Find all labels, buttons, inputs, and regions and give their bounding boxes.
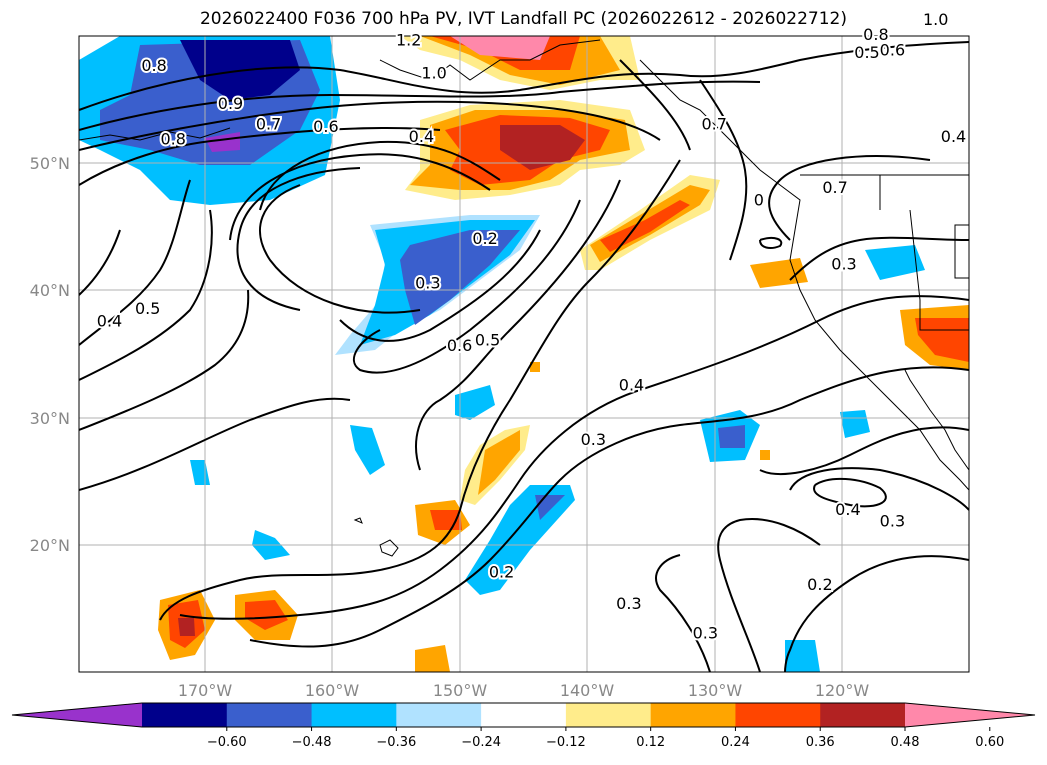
contour-label-4: 0.6: [313, 117, 338, 136]
negative-blob-5: [865, 245, 925, 280]
positive-blob-mid-south-core: [430, 510, 462, 530]
contour-label-1: 0.9: [218, 94, 243, 113]
colorbar-swatch-2: [311, 703, 397, 727]
colorbar-swatch-7: [735, 703, 821, 727]
contour-label-11: 0.5: [475, 331, 500, 350]
contour-label-6: 1.2: [396, 30, 421, 49]
colorbar-tick-label-1: −0.48: [292, 735, 332, 750]
positive-dot-2: [760, 450, 770, 460]
contour-label-27: 0.4: [97, 312, 122, 331]
ivt-contours: [79, 41, 969, 672]
positive-dot-1: [530, 362, 540, 372]
positive-streak-mid-core: [478, 430, 520, 495]
colorbar-tick-label-4: −0.12: [546, 735, 586, 750]
contour-label-16: 0.3: [693, 624, 718, 643]
contour-label-15: 0.3: [616, 594, 641, 613]
map-title: 2026022400 F036 700 hPa PV, IVT Landfall…: [199, 9, 847, 29]
lat-label-40n: 40°N: [30, 281, 70, 300]
contour-label-29: 0.7: [701, 114, 726, 133]
negative-blob-1: [455, 385, 495, 420]
negative-blob-4: [840, 410, 870, 438]
positive-band-east-max: [600, 200, 690, 252]
colorbar-swatch-4: [481, 703, 567, 727]
positive-blob-south: [415, 645, 450, 672]
contour-label-17: 0.2: [807, 575, 832, 594]
colorbar-swatch-5: [565, 703, 652, 727]
colorbar-swatch-1: [226, 703, 313, 727]
colorbar-tick-label-8: 0.48: [891, 735, 920, 750]
colorbar-swatch-3: [396, 703, 482, 727]
positive-blob-sw-2-core: [245, 600, 288, 630]
graticule: [79, 36, 969, 672]
negative-blob-2: [350, 425, 385, 475]
contour-label-14: 0.2: [489, 562, 514, 581]
colorbar: −0.60 −0.48 −0.36 −0.24 −0.12 0.12 0.24 0.36 0.4…: [11, 702, 1036, 750]
contour-labels: 0.80.90.80.7 0.60.41.21.00.20.30.6 0.50.40…: [95, 8, 968, 645]
contour-label-2: 0.8: [160, 130, 185, 149]
contour-label-9: 0.3: [415, 273, 440, 292]
contour-label-20: 0.3: [831, 254, 856, 273]
longitude-labels: 170°W 160°W 150°W 140°W 130°W 120°W: [178, 681, 870, 700]
negative-blob-3-core: [718, 425, 745, 448]
lat-label-20n: 20°N: [30, 536, 70, 555]
colorbar-tick-label-5: 0.12: [636, 735, 665, 750]
colorbar-tick-label-6: 0.24: [721, 735, 750, 750]
colorbar-tick-label-2: −0.36: [376, 735, 416, 750]
colorbar-swatch-8: [820, 703, 906, 727]
contour-label-24: 0.8: [863, 25, 888, 44]
contour-label-28: 0.5: [135, 299, 160, 318]
contour-label-23: 0.6: [880, 41, 905, 60]
contour-label-0: 0.8: [141, 56, 166, 75]
lon-label-160w: 160°W: [305, 681, 360, 700]
contour-label-25: 1.0: [923, 10, 948, 29]
latitude-labels: 50°N 40°N 30°N 20°N: [30, 154, 70, 555]
contour-label-18: 0.4: [835, 500, 860, 519]
lon-label-140w: 140°W: [560, 681, 615, 700]
lon-label-130w: 130°W: [688, 681, 743, 700]
colorbar-swatch-0: [142, 703, 228, 727]
negative-band-south-core: [535, 495, 565, 520]
colorbar-outline: [11, 702, 1036, 728]
contour-label-21: 0.7: [822, 178, 847, 197]
positive-blob-sw-1-max: [178, 618, 195, 636]
colorbar-tick-label-3: −0.24: [461, 735, 501, 750]
lat-label-30n: 30°N: [30, 409, 70, 428]
colorbar-swatch-6: [650, 703, 736, 727]
negative-anomaly-central: [335, 215, 540, 355]
contour-label-7: 1.0: [421, 63, 446, 82]
colorbar-extend-low: [12, 703, 142, 727]
contour-label-22: 0.5: [854, 43, 879, 62]
contour-label-3: 0.7: [256, 114, 281, 133]
colorbar-ticks: −0.60 −0.48 −0.36 −0.24 −0.12 0.12 0.24 0.36 0.4…: [207, 727, 1004, 750]
contour-label-13: 0.3: [581, 430, 606, 449]
colorbar-tick-label-0: −0.60: [207, 735, 247, 750]
map-panel: 0.80.90.80.7 0.60.41.21.00.20.30.6 0.50.40…: [78, 8, 970, 673]
map-frame: [78, 35, 970, 673]
colorbar-tick-label-7: 0.36: [806, 735, 835, 750]
contour-label-12: 0.4: [619, 375, 644, 394]
positive-blob-east-edge-core: [915, 318, 969, 362]
coastlines: [79, 39, 969, 557]
lon-label-120w: 120°W: [815, 681, 870, 700]
negative-blob-8: [785, 640, 820, 672]
lat-label-50n: 50°N: [30, 154, 70, 173]
colorbar-extend-high: [905, 703, 1035, 727]
contour-label-5: 0.4: [409, 127, 434, 146]
positive-blob-coast: [750, 258, 808, 288]
colorbar-tick-label-9: 0.60: [975, 735, 1004, 750]
lon-label-150w: 150°W: [433, 681, 488, 700]
contour-label-10: 0.6: [447, 336, 472, 355]
contour-label-30: 0: [754, 191, 764, 210]
contour-label-19: 0.3: [880, 512, 905, 531]
lon-label-170w: 170°W: [178, 681, 233, 700]
contour-label-26: 0.4: [941, 127, 966, 146]
contour-label-8: 0.2: [472, 229, 497, 248]
colorbar-swatches: [11, 702, 1036, 728]
